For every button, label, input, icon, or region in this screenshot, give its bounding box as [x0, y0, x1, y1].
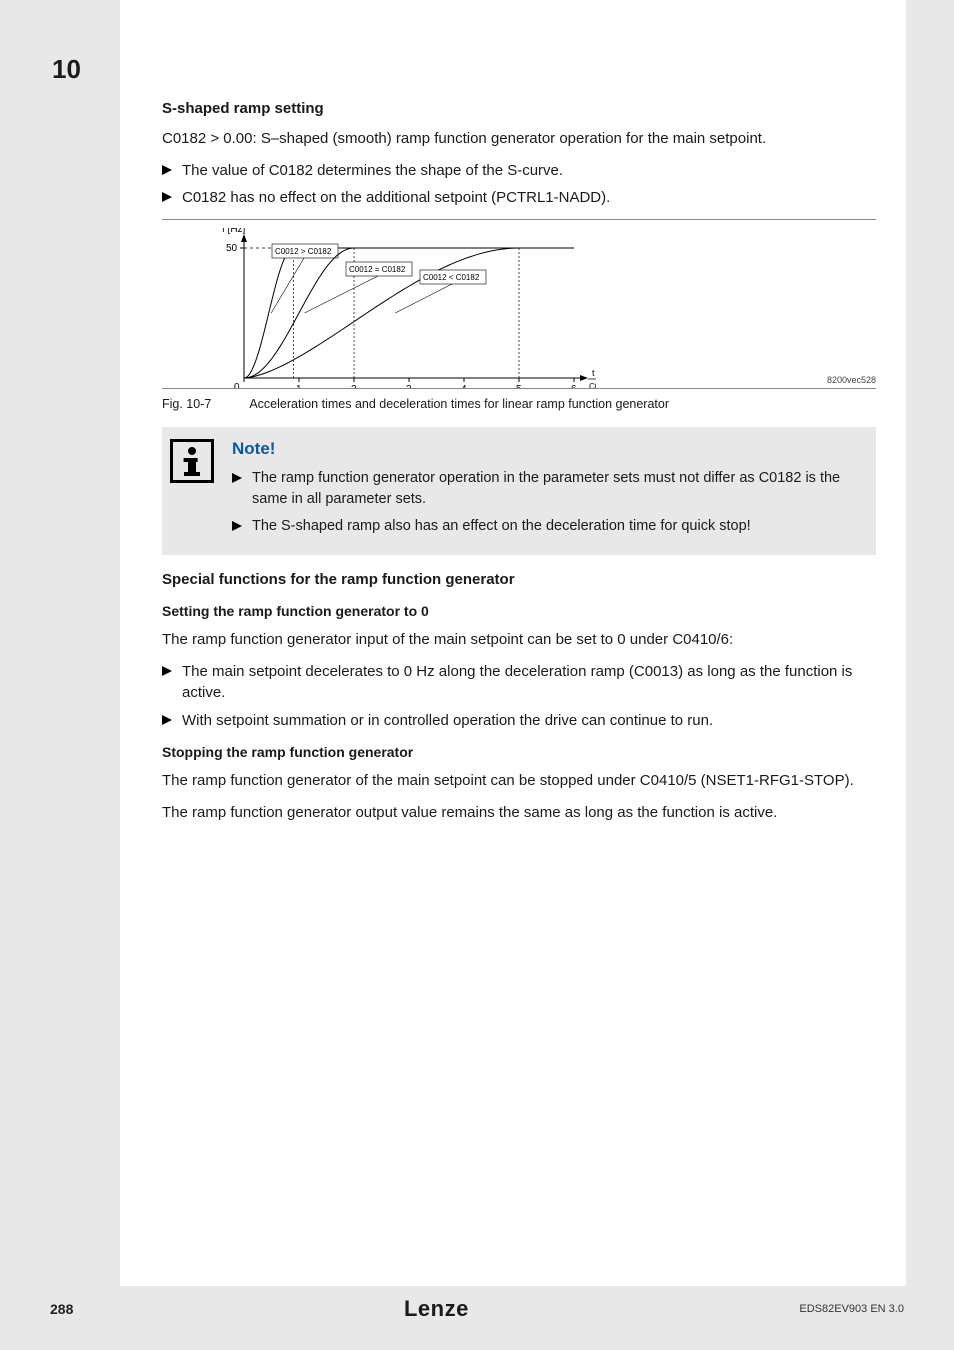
caption-label: Fig. 10-7 — [162, 395, 211, 413]
list-item: The value of C0182 determines the shape … — [162, 160, 876, 182]
svg-text:4: 4 — [461, 384, 467, 388]
special-sub1-intro: The ramp function generator input of the… — [162, 629, 876, 651]
list-item: The S-shaped ramp also has an effect on … — [232, 516, 860, 537]
bullet-text: C0182 has no effect on the additional se… — [182, 187, 610, 209]
svg-text:2: 2 — [351, 384, 357, 388]
svg-text:1: 1 — [296, 384, 302, 388]
svg-text:t: t — [592, 368, 595, 378]
svg-text:C0012: C0012 — [589, 382, 596, 388]
bullet-text: The S-shaped ramp also has an effect on … — [252, 516, 751, 537]
figure-caption: Fig. 10-7 Acceleration times and deceler… — [162, 395, 876, 413]
page-number: 288 — [50, 1301, 73, 1317]
figure-ref-code: 8200vec528 — [827, 374, 876, 387]
svg-text:C0012 = C0182: C0012 = C0182 — [349, 265, 406, 274]
note-title: Note! — [232, 437, 860, 462]
list-item: The main setpoint decelerates to 0 Hz al… — [162, 661, 876, 705]
chapter-number: 10 — [52, 54, 81, 85]
content-area: S-shaped ramp setting C0182 > 0.00: S–sh… — [120, 0, 906, 1286]
s-curve-chart: f [Hz] 50 0 1 2 3 4 5 6 t C0012 C0012 > C0182 C0012 … — [166, 228, 596, 388]
brand-logo: Lenze — [404, 1296, 469, 1322]
svg-text:f [Hz]: f [Hz] — [222, 228, 246, 235]
bullet-text: The ramp function generator operation in… — [252, 468, 860, 510]
svg-text:50: 50 — [226, 243, 238, 254]
triangle-bullet-icon — [162, 187, 172, 209]
svg-text:C0012 < C0182: C0012 < C0182 — [423, 273, 480, 282]
svg-text:6: 6 — [571, 384, 577, 388]
list-item: C0182 has no effect on the additional se… — [162, 187, 876, 209]
figure-box: f [Hz] 50 0 1 2 3 4 5 6 t C0012 C0012 > C0182 C0012 … — [162, 219, 876, 389]
s-ramp-bullets: The value of C0182 determines the shape … — [162, 160, 876, 210]
special-sub2-heading: Stopping the ramp function generator — [162, 742, 876, 762]
bullet-text: The value of C0182 determines the shape … — [182, 160, 563, 182]
document-id: EDS82EV903 EN 3.0 — [799, 1303, 904, 1315]
special-sub1-bullets: The main setpoint decelerates to 0 Hz al… — [162, 661, 876, 732]
special-sub1-heading: Setting the ramp function generator to 0 — [162, 601, 876, 621]
svg-text:C0012 > C0182: C0012 > C0182 — [275, 247, 332, 256]
special-sub2-para1: The ramp function generator of the main … — [162, 770, 876, 792]
triangle-bullet-icon — [162, 160, 172, 182]
s-ramp-intro: C0182 > 0.00: S–shaped (smooth) ramp fun… — [162, 128, 876, 150]
special-heading: Special functions for the ramp function … — [162, 569, 876, 591]
svg-text:0: 0 — [234, 382, 240, 388]
bullet-text: With setpoint summation or in controlled… — [182, 710, 713, 732]
special-sub2-para2: The ramp function generator output value… — [162, 802, 876, 824]
triangle-bullet-icon — [162, 710, 172, 732]
triangle-bullet-icon — [162, 661, 172, 705]
svg-text:5: 5 — [516, 384, 522, 388]
bullet-text: The main setpoint decelerates to 0 Hz al… — [182, 661, 876, 705]
info-icon — [170, 439, 214, 483]
list-item: The ramp function generator operation in… — [232, 468, 860, 510]
svg-text:3: 3 — [406, 384, 412, 388]
triangle-bullet-icon — [232, 468, 242, 510]
caption-text: Acceleration times and deceleration time… — [249, 395, 669, 413]
triangle-bullet-icon — [232, 516, 242, 537]
s-ramp-heading: S-shaped ramp setting — [162, 98, 876, 120]
note-block: Note! The ramp function generator operat… — [162, 427, 876, 555]
list-item: With setpoint summation or in controlled… — [162, 710, 876, 732]
page-footer: 288 Lenze EDS82EV903 EN 3.0 — [0, 1296, 954, 1322]
